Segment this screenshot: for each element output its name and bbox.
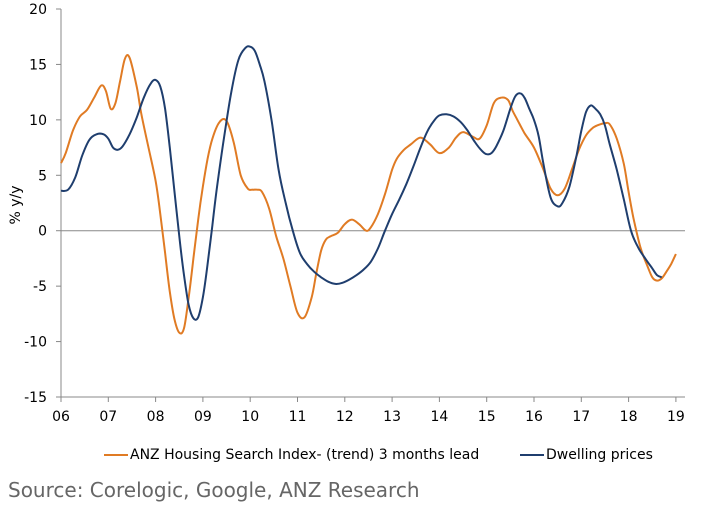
legend-swatch-search-index xyxy=(104,454,128,456)
y-tick-label: 0 xyxy=(38,224,47,240)
y-tick-label: -5 xyxy=(33,279,47,295)
source-note: Source: Corelogic, Google, ANZ Research xyxy=(8,478,420,502)
x-tick-label: 11 xyxy=(289,409,307,425)
y-tick-label: -15 xyxy=(24,390,47,406)
series-line-search-index xyxy=(60,54,677,335)
x-tick-label: 07 xyxy=(99,409,117,425)
legend-label-search-index: ANZ Housing Search Index- (trend) 3 mont… xyxy=(130,447,480,463)
y-tick-label: 20 xyxy=(29,2,47,18)
legend-item-search-index: ANZ Housing Search Index- (trend) 3 mont… xyxy=(104,447,479,463)
legend-swatch-dwelling-prices xyxy=(520,454,544,456)
x-tick-label: 09 xyxy=(194,409,212,425)
tick-labels: 20 15 10 5 0 -5 -10 -15 06 07 08 09 10 11 12 13 14 15 16 17… xyxy=(24,2,685,425)
x-tick-label: 19 xyxy=(667,409,685,425)
y-tick-label: 5 xyxy=(38,168,47,184)
x-tick-label: 14 xyxy=(430,409,448,425)
y-tick-label: -10 xyxy=(24,335,47,351)
x-tick-label: 17 xyxy=(572,409,590,425)
legend-item-dwelling-prices: Dwelling prices xyxy=(520,447,653,463)
series-line-dwelling-prices xyxy=(60,45,663,321)
line-chart: % y/y 20 15 10 5 0 -5 -10 -15 06 07 08 09 10 11 12 13 14… xyxy=(8,2,685,425)
x-tick-label: 10 xyxy=(241,409,259,425)
y-tick-label: 15 xyxy=(29,57,47,73)
y-axis-label: % y/y xyxy=(8,185,24,224)
x-tick-label: 13 xyxy=(383,409,401,425)
x-tick-label: 18 xyxy=(620,409,638,425)
y-tick-label: 10 xyxy=(29,113,47,129)
x-tick-label: 16 xyxy=(525,409,543,425)
legend: ANZ Housing Search Index- (trend) 3 mont… xyxy=(0,447,710,467)
x-tick-label: 12 xyxy=(336,409,354,425)
x-tick-label: 15 xyxy=(478,409,496,425)
axes xyxy=(56,8,685,402)
series-lines xyxy=(60,45,677,335)
x-tick-label: 08 xyxy=(147,409,165,425)
x-tick-label: 06 xyxy=(52,409,70,425)
legend-label-dwelling-prices: Dwelling prices xyxy=(546,447,653,463)
